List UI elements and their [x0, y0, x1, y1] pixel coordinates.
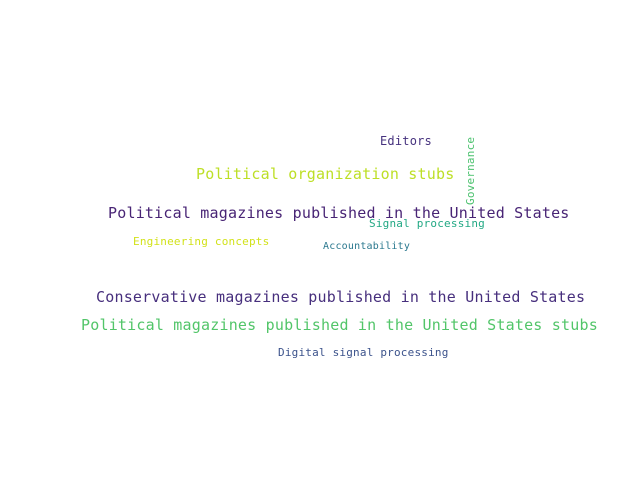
word-governance: Governance [464, 136, 477, 205]
word-accountability: Accountability [323, 241, 411, 252]
word-political-organization-stubs: Political organization stubs [196, 165, 455, 183]
word-political-magazines-us: Political magazines published in the Uni… [108, 204, 570, 222]
word-political-magazines-us-stubs: Political magazines published in the Uni… [81, 316, 598, 334]
word-editors: Editors [380, 134, 432, 148]
word-engineering-concepts: Engineering concepts [133, 235, 270, 248]
word-signal-processing: Signal processing [369, 217, 485, 230]
word-digital-signal-processing: Digital signal processing [278, 346, 449, 359]
word-conservative-magazines-us: Conservative magazines published in the … [96, 288, 586, 306]
